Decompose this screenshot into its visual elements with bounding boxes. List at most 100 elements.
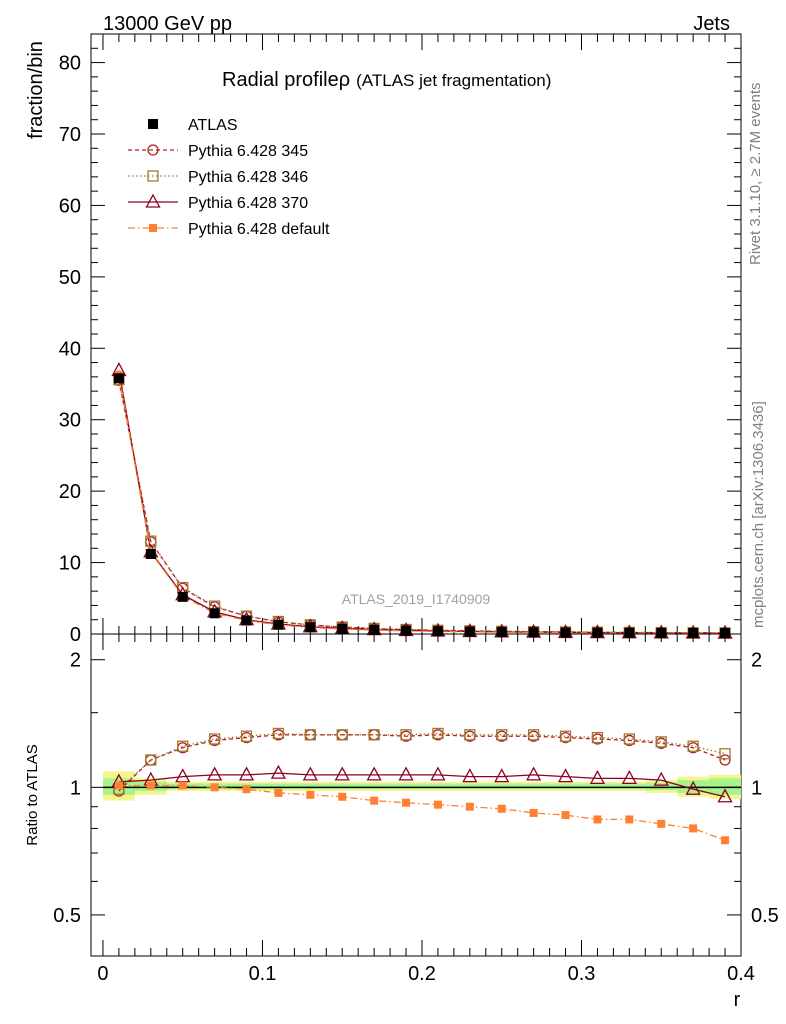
data-point-ATLAS (369, 624, 380, 635)
legend-label-ATLAS: ATLAS (188, 117, 238, 134)
ratio-y-axis: 0.5 0.5 1 1 2 2 (53, 650, 779, 927)
ratio-series-default (114, 781, 730, 845)
ratio-point-p370 (270, 764, 287, 779)
ratio-point-p346 (304, 729, 316, 741)
series-line-default (118, 374, 726, 634)
ratio-point-p370 (462, 768, 478, 783)
ratio-point-default (625, 815, 634, 824)
ratio-point-default (178, 781, 187, 790)
ratio-point-p370 (717, 788, 733, 803)
ratio-point-p370 (366, 766, 382, 781)
process-label: Jets (693, 13, 730, 35)
ratio-point-p370 (685, 780, 701, 795)
ratio-y-tick-label: 1 (70, 777, 81, 799)
data-point-ATLAS (273, 619, 284, 630)
ratio-point-default (210, 783, 219, 792)
chart-title-main: Radial profile (222, 69, 339, 91)
main-y-tick-label: 0 (70, 624, 81, 646)
ratio-point-p370 (398, 766, 414, 781)
ratio-point-default (274, 788, 283, 797)
ratio-point-default (689, 824, 698, 833)
ratio-series-p370 (111, 764, 733, 803)
ratio-point-p370 (238, 766, 255, 781)
ratio-y-tick-label: 2 (70, 650, 81, 672)
ratio-series-group (111, 727, 733, 845)
ratio-point-p346 (272, 727, 285, 740)
ratio-point-p370 (526, 766, 542, 781)
ratio-point-p370 (589, 769, 606, 784)
ratio-y-tick-label-right: 2 (751, 650, 762, 672)
analysis-watermark: ATLAS_2019_I1740909 (342, 591, 491, 607)
ratio-plot-frame (90, 633, 742, 957)
mcplots-label: mcplots.cern.ch [arXiv:1306.3436] (750, 401, 767, 628)
legend: ATLAS Pythia 6.428 345 Pythia 6.428 346 Pyt… (128, 117, 330, 238)
ratio-point-default (433, 800, 442, 809)
ratio-point-p346 (496, 729, 508, 741)
data-point-ATLAS (688, 628, 699, 638)
ratio-point-p346 (208, 733, 221, 745)
legend-marker-p345 (147, 144, 159, 156)
ratio-point-p370 (430, 766, 446, 781)
ratio-x-tick-label: 0 (97, 963, 108, 985)
ratio-point-default (338, 792, 347, 801)
data-point-ATLAS (560, 627, 571, 638)
chart-title-symbol: ρ (339, 69, 350, 91)
ratio-point-default (593, 815, 602, 824)
legend-item-p345: Pythia 6.428 345 (128, 143, 308, 160)
main-y-tick-label: 60 (59, 195, 81, 217)
ratio-series-p346 (113, 727, 731, 795)
ratio-x-tick-label: 0.4 (727, 963, 755, 985)
ratio-point-p370 (621, 769, 637, 784)
data-point-ATLAS (113, 373, 124, 384)
ratio-point-p370 (302, 766, 318, 781)
ratio-point-p370 (175, 768, 191, 783)
data-point-ATLAS (209, 608, 220, 619)
legend-label-p345: Pythia 6.428 345 (188, 143, 308, 160)
data-point-ATLAS (720, 628, 731, 639)
ratio-point-p346 (336, 729, 348, 741)
ratio-point-p345 (719, 754, 731, 766)
ratio-point-p370 (494, 768, 510, 783)
legend-marker-ATLAS (148, 119, 158, 129)
data-point-ATLAS (177, 591, 188, 602)
data-point-ATLAS (145, 549, 156, 559)
legend-label-p346: Pythia 6.428 346 (188, 169, 308, 186)
main-y-tick-label: 30 (59, 410, 81, 432)
main-y-tick-label: 40 (59, 338, 81, 360)
ratio-point-default (497, 804, 506, 813)
data-point-ATLAS (624, 627, 635, 638)
ratio-point-default (306, 790, 315, 799)
ratio-point-default (402, 798, 411, 807)
main-y-label: fraction/bin (25, 41, 47, 139)
legend-item-ATLAS: ATLAS (148, 117, 238, 134)
main-y-tick-label: 50 (59, 267, 81, 289)
data-point-ATLAS (592, 627, 603, 638)
ratio-point-p346 (655, 736, 667, 748)
ratio-point-p346 (464, 729, 476, 741)
ratio-x-tick-label: 0.2 (408, 963, 436, 985)
ratio-point-p346 (400, 729, 412, 741)
ratio-point-p346 (145, 754, 157, 766)
ratio-point-p370 (207, 766, 223, 781)
ratio-point-default (114, 781, 123, 790)
ratio-point-default (561, 811, 570, 820)
ratio-x-tick-label: 0.1 (249, 963, 277, 985)
ratio-point-p346 (432, 727, 444, 740)
data-point-ATLAS (528, 627, 539, 638)
legend-label-default: Pythia 6.428 default (188, 221, 330, 238)
ratio-y-tick-label-right: 1 (751, 777, 762, 799)
x-axis-label: r (734, 989, 741, 1011)
ratio-point-p346 (240, 730, 253, 742)
ratio-y-label: Ratio to ATLAS (24, 744, 41, 845)
data-point-ATLAS (305, 622, 316, 633)
ratio-point-p346 (591, 731, 604, 744)
energy-label: 13000 GeV pp (103, 13, 232, 35)
data-point-ATLAS (337, 623, 348, 634)
ratio-point-p346 (527, 729, 540, 741)
chart-title: Radial profileρ (ATLAS jet fragmentation) (222, 69, 551, 91)
legend-marker-default (149, 224, 157, 232)
data-point-ATLAS (496, 627, 507, 637)
ratio-point-default (242, 785, 251, 794)
rivet-label: Rivet 3.1.10, ≥ 2.7M events (747, 83, 764, 266)
